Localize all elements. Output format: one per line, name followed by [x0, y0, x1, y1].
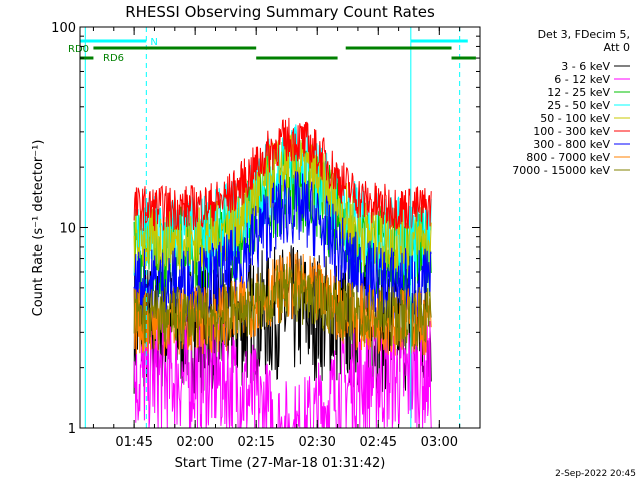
legend-entry: 12 - 25 keV	[547, 86, 610, 99]
legend-entry: 3 - 6 keV	[561, 60, 610, 73]
x-axis-label: Start Time (27-Mar-18 01:31:42)	[175, 456, 386, 471]
legend-entry: 300 - 800 keV	[533, 138, 610, 151]
legend-header: Att 0	[604, 41, 630, 54]
legend-entry: 25 - 50 keV	[547, 99, 610, 112]
legend-entry: 800 - 7000 keV	[526, 151, 610, 164]
data-layer	[133, 117, 432, 429]
series-line	[133, 171, 432, 323]
legend-entry: 50 - 100 keV	[540, 112, 610, 125]
x-tick-label: 02:00	[176, 435, 213, 450]
x-tick-label: 03:00	[421, 435, 458, 450]
x-tick-label: 01:45	[115, 435, 152, 450]
y-tick-label: 1	[68, 422, 76, 437]
y-tick-label: 10	[59, 222, 76, 237]
x-tick-label: 02:30	[298, 435, 335, 450]
legend-header: Det 3, FDecim 5,	[538, 28, 630, 41]
series-line	[133, 263, 432, 347]
rd0-label: RD0	[68, 44, 89, 55]
n-marker-label: N	[150, 37, 157, 48]
y-axis-label: Count Rate (s⁻¹ detector⁻¹)	[31, 140, 46, 317]
legend-entry: 6 - 12 keV	[554, 73, 610, 86]
x-tick-label: 02:15	[237, 435, 274, 450]
chart-title: RHESSI Observing Summary Count Rates	[125, 3, 435, 21]
footer-timestamp: 2-Sep-2022 20:45	[555, 469, 636, 479]
series-line	[133, 117, 432, 232]
axis-layer: 01:45 02:00 02:15 02:30 02:45 03:00 1 10 100	[51, 21, 481, 450]
legend-entry: 7000 - 15000 keV	[512, 164, 610, 177]
rd6-label: RD6	[103, 53, 124, 64]
x-tick-label: 02:45	[360, 435, 397, 450]
marker-layer: N RD0 RD6	[68, 27, 476, 428]
series-line	[133, 131, 432, 276]
y-tick-label: 100	[51, 21, 76, 36]
legend-entry: 100 - 300 keV	[533, 125, 610, 138]
